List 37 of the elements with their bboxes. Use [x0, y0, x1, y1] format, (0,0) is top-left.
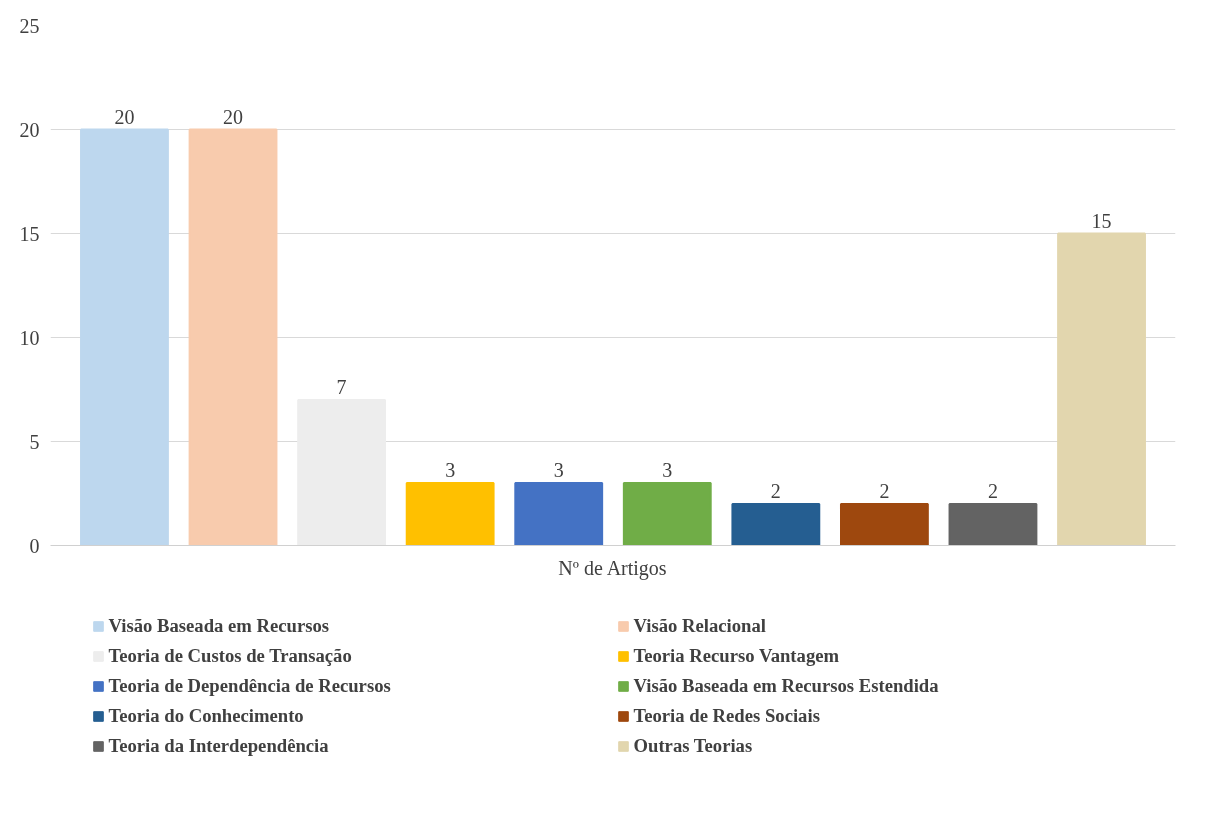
data-label: 2 [770, 479, 781, 502]
legend-label: Teoria do Conhecimento [108, 705, 305, 727]
x-tick-label: Nº de Artigos [558, 556, 667, 580]
data-label: 3 [662, 459, 673, 482]
legend-label: Teoria Recurso Vantagem [633, 645, 841, 667]
legend-label: Outras Teorias [633, 735, 754, 757]
bar [839, 502, 929, 546]
bar [80, 128, 169, 546]
legend-label: Teoria de Dependência de Recursos [108, 675, 392, 697]
bar [948, 502, 1038, 546]
bar [514, 482, 604, 546]
y-tick-label: 20 [19, 118, 40, 141]
data-label: 15 [1091, 209, 1112, 232]
data-label: 3 [445, 459, 456, 482]
bar [731, 502, 821, 546]
bar [188, 128, 278, 546]
y-tick-label: 15 [19, 222, 40, 245]
data-label: 2 [987, 479, 998, 502]
legend-label: Visão Baseada em Recursos [108, 615, 331, 637]
data-label: 20 [114, 105, 135, 128]
data-label: 20 [223, 105, 244, 128]
bar [405, 482, 495, 546]
y-tick-label: 25 [19, 14, 40, 37]
legend-label: Visão Relacional [633, 615, 767, 637]
data-label: 3 [553, 459, 564, 482]
legend-label: Teoria de Redes Sociais [633, 705, 821, 727]
y-tick-label: 5 [29, 430, 40, 453]
y-tick-label: 10 [19, 326, 40, 349]
bar [622, 482, 712, 546]
data-label: 7 [336, 375, 347, 398]
legend-label: Teoria da Interdependência [108, 735, 330, 757]
bar [1057, 232, 1146, 546]
bar [297, 398, 387, 546]
y-tick-label: 0 [29, 534, 40, 557]
legend-label: Teoria de Custos de Transação [108, 645, 353, 667]
legend-label: Visão Baseada em Recursos Estendida [633, 675, 940, 697]
data-label: 2 [879, 479, 890, 502]
